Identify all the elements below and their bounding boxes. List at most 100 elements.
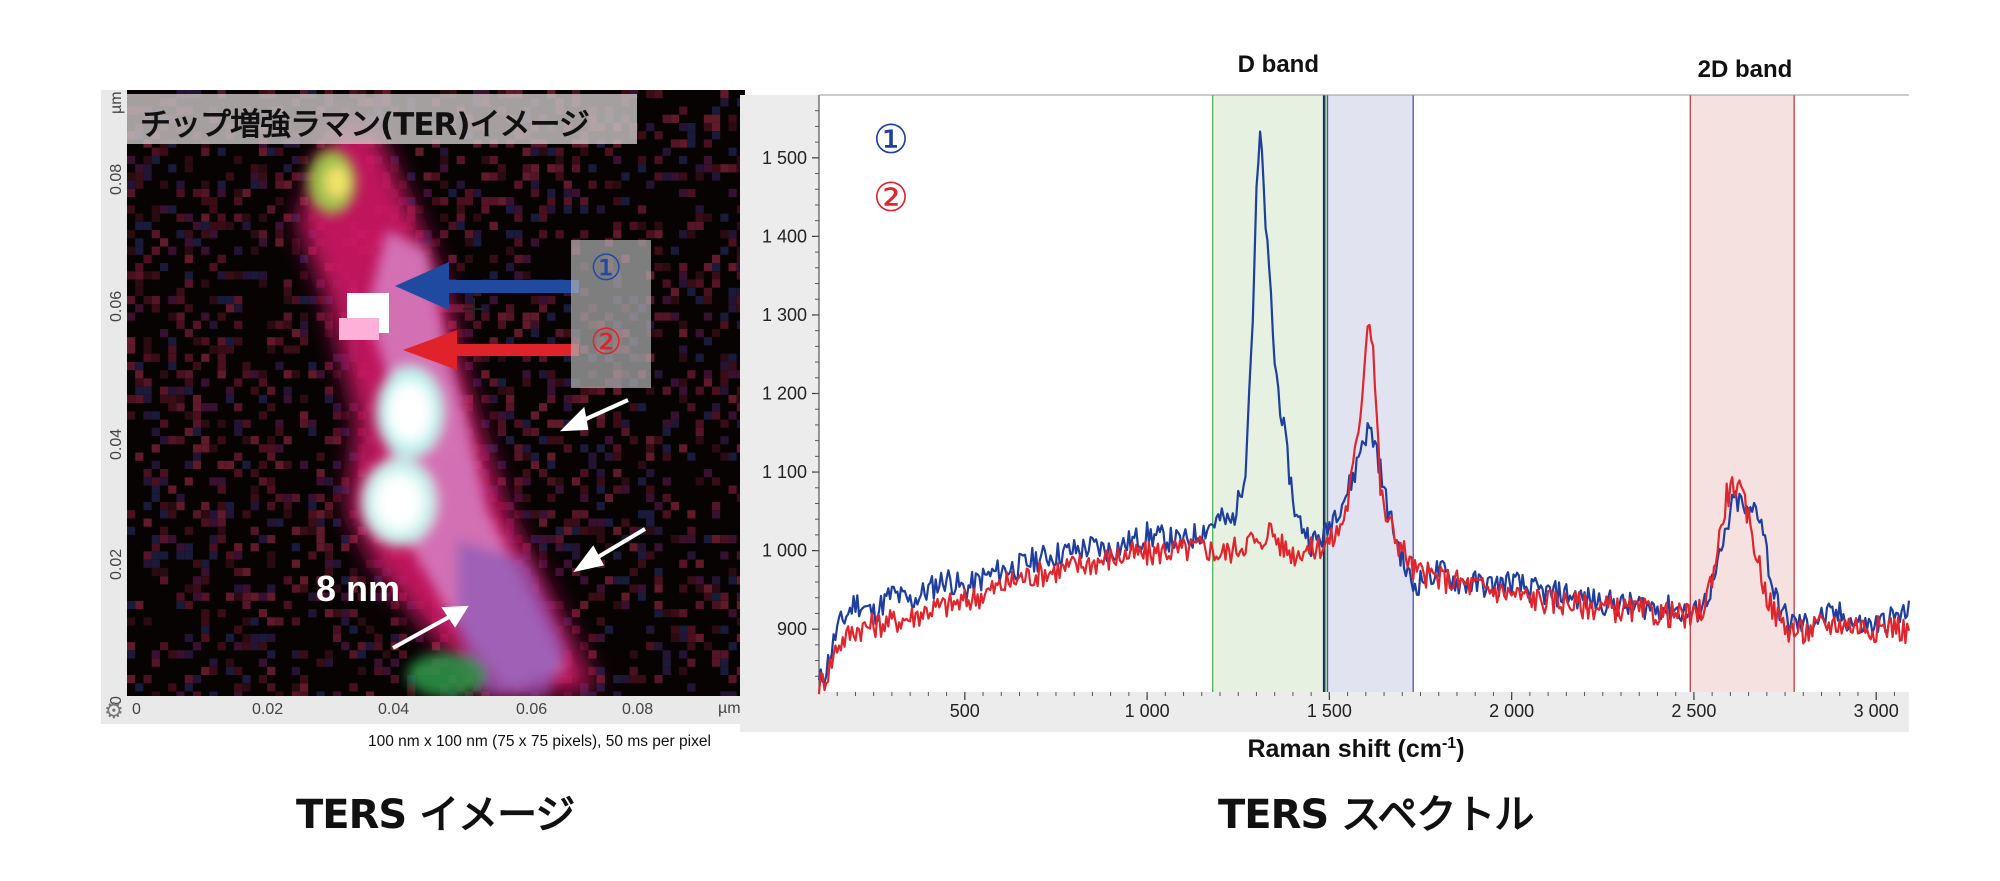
noise-pixel — [670, 378, 679, 387]
noise-pixel — [580, 394, 589, 404]
noise-pixel — [192, 642, 202, 651]
noise-pixel — [646, 436, 655, 445]
noise-pixel — [687, 230, 696, 239]
noise-pixel — [679, 106, 688, 115]
noise-pixel — [530, 188, 539, 198]
noise-pixel — [217, 477, 226, 486]
noise-pixel — [563, 518, 572, 527]
noise-pixel — [687, 633, 696, 642]
noise-pixel — [572, 477, 581, 486]
noise-pixel — [572, 188, 581, 198]
noise-pixel — [300, 329, 309, 338]
gear-icon[interactable]: ⚙ — [104, 698, 124, 723]
noise-pixel — [621, 518, 630, 527]
noise-pixel — [151, 658, 160, 667]
noise-pixel — [514, 213, 523, 222]
noise-pixel — [572, 551, 581, 560]
noise-pixel — [687, 576, 696, 585]
noise-pixel — [308, 370, 317, 379]
noise-pixel — [127, 155, 136, 165]
noise-pixel — [291, 650, 300, 659]
noise-pixel — [555, 485, 564, 494]
noise-pixel — [201, 617, 210, 626]
noise-pixel — [596, 419, 605, 428]
noise-pixel — [662, 296, 671, 305]
noise-pixel — [572, 394, 581, 404]
noise-pixel — [143, 353, 152, 362]
noise-pixel — [670, 172, 679, 181]
noise-pixel — [662, 427, 671, 436]
noise-pixel — [613, 551, 622, 560]
noise-pixel — [143, 559, 152, 568]
noise-pixel — [712, 477, 721, 486]
noise-pixel — [637, 675, 647, 684]
noise-pixel — [489, 197, 498, 206]
noise-pixel — [497, 427, 506, 436]
noise-pixel — [176, 543, 185, 552]
noise-pixel — [283, 394, 292, 404]
noise-pixel — [283, 493, 292, 502]
noise-pixel — [225, 271, 235, 280]
noise-pixel — [580, 197, 589, 206]
noise-pixel — [497, 312, 506, 321]
noise-pixel — [522, 164, 531, 173]
noise-pixel — [423, 238, 432, 247]
noise-pixel — [168, 345, 177, 354]
noise-pixel — [160, 477, 169, 486]
noise-pixel — [662, 114, 671, 123]
noise-pixel — [324, 477, 333, 486]
noise-pixel — [127, 411, 136, 420]
noise-pixel — [127, 271, 136, 280]
noise-pixel — [390, 633, 399, 642]
noise-pixel — [522, 452, 531, 461]
noise-pixel — [514, 329, 523, 338]
noise-pixel — [176, 320, 185, 329]
noise-pixel — [497, 477, 506, 486]
noise-pixel — [473, 378, 482, 387]
noise-pixel — [712, 279, 721, 288]
noise-pixel — [143, 551, 152, 560]
noise-pixel — [275, 444, 284, 453]
noise-pixel — [695, 584, 704, 593]
noise-pixel — [720, 320, 729, 329]
noise-pixel — [300, 584, 309, 593]
noise-pixel — [201, 510, 210, 519]
noise-pixel — [201, 378, 210, 387]
noise-pixel — [464, 691, 473, 696]
noise-pixel — [258, 394, 267, 404]
noise-pixel — [588, 633, 597, 642]
noise-pixel — [234, 213, 243, 222]
noise-pixel — [712, 271, 721, 280]
noise-pixel — [506, 312, 515, 321]
noise-pixel — [539, 230, 548, 239]
noise-pixel — [201, 197, 210, 206]
noise-pixel — [324, 543, 333, 552]
marker-legend-box — [571, 240, 651, 388]
noise-pixel — [629, 666, 638, 675]
noise-pixel — [720, 98, 729, 107]
noise-pixel — [291, 584, 300, 593]
noise-pixel — [506, 304, 515, 313]
noise-pixel — [242, 436, 251, 445]
noise-pixel — [160, 238, 169, 247]
noise-pixel — [258, 238, 267, 247]
noise-pixel — [637, 460, 647, 469]
noise-pixel — [563, 378, 572, 387]
noise-pixel — [720, 658, 729, 667]
noise-pixel — [596, 477, 605, 486]
noise-pixel — [300, 576, 309, 585]
noise-pixel — [192, 361, 202, 371]
noise-pixel — [283, 370, 292, 379]
noise-pixel — [670, 633, 679, 642]
noise-pixel — [275, 493, 284, 502]
noise-pixel — [250, 642, 259, 651]
noise-pixel — [670, 609, 679, 618]
noise-pixel — [291, 329, 300, 338]
noise-pixel — [184, 650, 193, 659]
noise-pixel — [514, 510, 523, 519]
noise-pixel — [596, 518, 605, 527]
noise-pixel — [654, 246, 663, 255]
noise-pixel — [679, 378, 688, 387]
noise-pixel — [217, 535, 226, 544]
noise-pixel — [234, 427, 243, 436]
